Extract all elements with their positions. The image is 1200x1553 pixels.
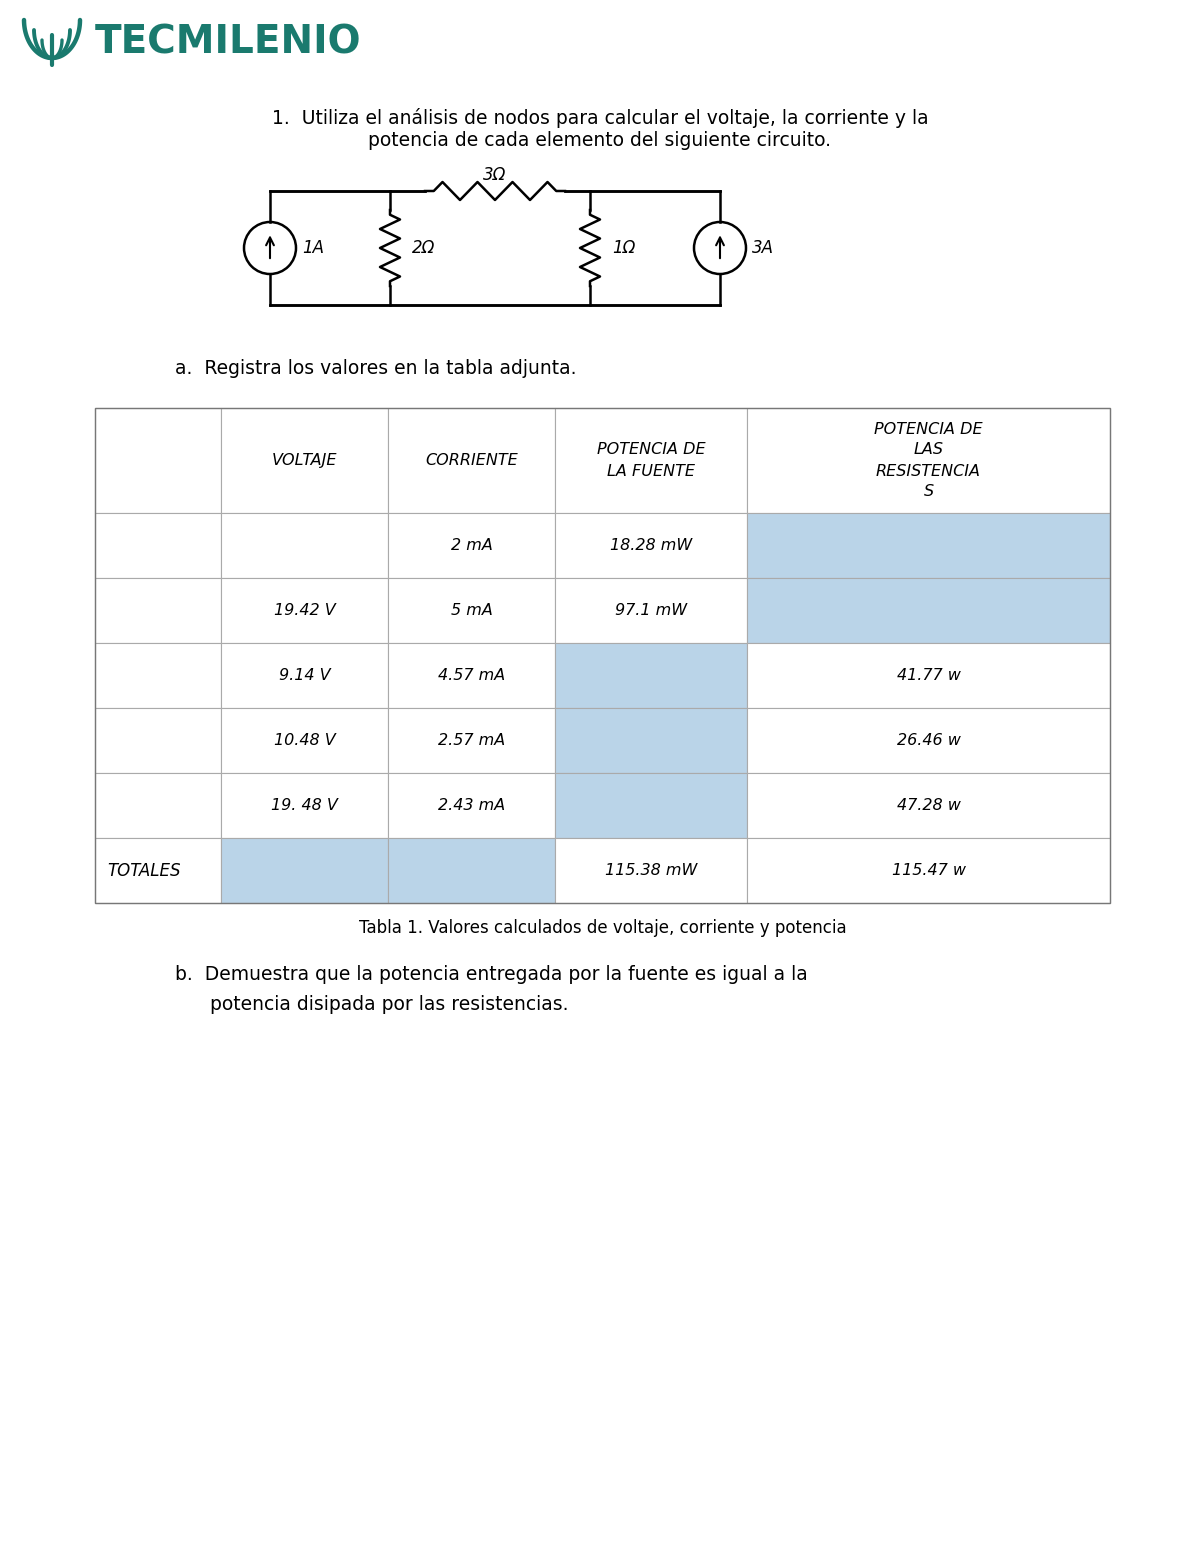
Bar [554,708,746,773]
Text: 41.77 w: 41.77 w [896,668,960,683]
Bar [95,773,221,839]
Bar [388,708,554,773]
Bar [554,643,746,708]
Text: POTENCIA DE
LAS
RESISTENCIA
S: POTENCIA DE LAS RESISTENCIA S [874,421,983,500]
Text: 9.14 V: 9.14 V [278,668,330,683]
Text: 3A: 3A [752,239,774,256]
Text: 3Ω: 3Ω [484,166,506,183]
Bar [554,839,746,902]
Text: 1Ω: 1Ω [612,239,635,256]
Text: 1A: 1A [302,239,324,256]
Bar [95,839,221,902]
Bar [221,512,388,578]
Bar [554,512,746,578]
Bar [95,408,221,512]
Bar [221,773,388,839]
Text: 5 mA: 5 mA [450,603,492,618]
Text: potencia disipada por las resistencias.: potencia disipada por las resistencias. [210,995,569,1014]
Text: 10.48 V: 10.48 V [274,733,335,749]
Text: VOLTAJE: VOLTAJE [271,453,337,467]
Text: 18.28 mW: 18.28 mW [610,537,692,553]
Bar [388,578,554,643]
Bar [746,408,1110,512]
Text: 2.43 mA: 2.43 mA [438,798,505,814]
Text: 115.38 mW: 115.38 mW [605,863,697,877]
Text: 2.57 mA: 2.57 mA [438,733,505,749]
Bar [554,578,746,643]
Text: 47.28 w: 47.28 w [896,798,960,814]
Bar [221,408,388,512]
Bar [746,512,1110,578]
Bar [221,578,388,643]
Text: CORRIENTE: CORRIENTE [425,453,518,467]
Bar [388,512,554,578]
Text: 1.  Utiliza el análisis de nodos para calcular el voltaje, la corriente y la: 1. Utiliza el análisis de nodos para cal… [271,109,929,127]
Bar [746,578,1110,643]
Bar [746,773,1110,839]
Bar [746,839,1110,902]
Text: 2 mA: 2 mA [450,537,492,553]
Bar [95,708,221,773]
Text: TOTALES: TOTALES [107,862,180,879]
Text: 19.42 V: 19.42 V [274,603,335,618]
Text: 26.46 w: 26.46 w [896,733,960,749]
Text: 19. 48 V: 19. 48 V [271,798,338,814]
Bar [95,512,221,578]
Bar [554,408,746,512]
Text: a.  Registra los valores en la tabla adjunta.: a. Registra los valores en la tabla adju… [175,359,576,377]
Text: 4.57 mA: 4.57 mA [438,668,505,683]
Bar [746,643,1110,708]
Text: potencia de cada elemento del siguiente circuito.: potencia de cada elemento del siguiente … [368,130,832,149]
Bar [388,839,554,902]
Bar [221,708,388,773]
Bar [221,643,388,708]
Bar [95,408,1110,902]
Text: 2Ω: 2Ω [412,239,436,256]
Bar [746,708,1110,773]
Bar [388,643,554,708]
Text: b.  Demuestra que la potencia entregada por la fuente es igual a la: b. Demuestra que la potencia entregada p… [175,966,808,985]
Bar [388,408,554,512]
Text: 97.1 mW: 97.1 mW [614,603,688,618]
Bar [388,773,554,839]
Text: TECMILENIO: TECMILENIO [95,23,361,62]
Bar [221,839,388,902]
Bar [554,773,746,839]
Text: Tabla 1. Valores calculados de voltaje, corriente y potencia: Tabla 1. Valores calculados de voltaje, … [359,919,846,936]
Bar [95,578,221,643]
Bar [95,643,221,708]
Text: POTENCIA DE
LA FUENTE: POTENCIA DE LA FUENTE [596,443,706,478]
Text: 115.47 w: 115.47 w [892,863,966,877]
